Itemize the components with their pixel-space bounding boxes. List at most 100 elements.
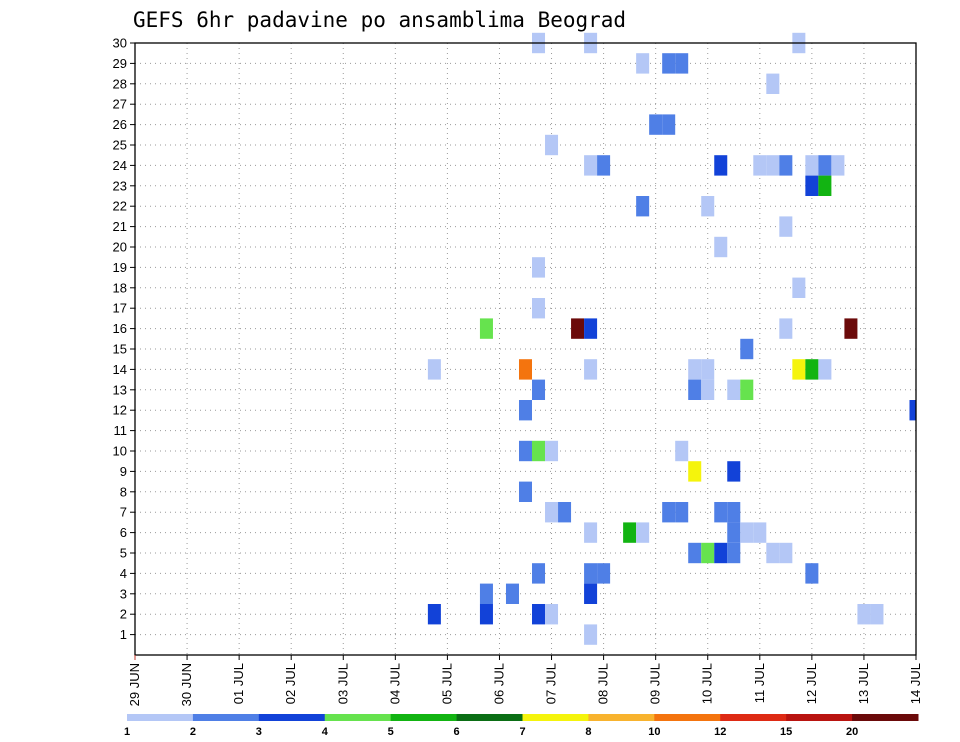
heatmap-cell <box>584 318 598 339</box>
heatmap-cell <box>623 522 637 543</box>
heatmap-cell <box>505 583 519 604</box>
y-tick-label: 2 <box>120 607 127 622</box>
colorbar-label: 15 <box>780 726 792 738</box>
y-tick-label: 30 <box>113 36 127 51</box>
colorbar-label: 12 <box>714 726 726 738</box>
y-tick-label: 28 <box>113 76 127 91</box>
heatmap-cell <box>532 379 546 400</box>
y-tick-label: 16 <box>113 321 127 336</box>
y-tick-label: 6 <box>120 525 127 540</box>
colorbar-label: 6 <box>454 726 460 738</box>
x-tick-label: 12 JUL <box>804 663 819 704</box>
heatmap-cell <box>727 379 741 400</box>
heatmap-cell <box>584 522 598 543</box>
heatmap-cell <box>584 359 598 380</box>
y-tick-label: 12 <box>113 403 127 418</box>
heatmap-cell <box>818 155 832 176</box>
x-tick-label: 29 JUN <box>127 663 142 706</box>
colorbar-swatch <box>258 714 326 721</box>
heatmap-cell <box>532 298 546 319</box>
heatmap-cell <box>701 196 715 217</box>
heatmap-cell <box>636 53 650 74</box>
heatmap-cell <box>688 542 702 564</box>
heatmap-cell <box>766 155 780 176</box>
heatmap-cell <box>636 196 650 217</box>
colorbar-label: 2 <box>190 726 196 738</box>
heatmap-cell <box>727 522 741 543</box>
heatmap-cell <box>532 604 546 625</box>
colorbar: 1 2 3 4 5 6 7 8 10 12 15 20 <box>124 714 919 738</box>
heatmap-cell <box>479 604 493 625</box>
heatmap-cell <box>753 522 767 543</box>
x-tick-label: 02 JUL <box>283 663 298 704</box>
heatmap-cell <box>857 604 871 625</box>
y-tick-label: 5 <box>120 546 127 561</box>
heatmap-cell <box>714 542 728 564</box>
x-tick-label: 03 JUL <box>335 663 350 704</box>
heatmap-cell <box>727 502 741 523</box>
heatmap-cell <box>740 379 754 400</box>
heatmap-cell <box>727 542 741 564</box>
heatmap-cells <box>427 32 916 645</box>
y-tick-label: 18 <box>113 280 127 295</box>
heatmap-cell <box>805 359 819 380</box>
colorbar-swatch <box>192 714 260 721</box>
y-tick-label: 21 <box>113 219 127 234</box>
y-tick-label: 13 <box>113 382 127 397</box>
x-tick-label: 09 JUL <box>648 663 663 704</box>
x-tick-label: 07 JUL <box>544 663 559 704</box>
colorbar-label: 5 <box>388 726 394 738</box>
heatmap-cell <box>675 53 689 74</box>
heatmap-cell <box>714 155 728 176</box>
colorbar-swatch <box>324 714 392 721</box>
heatmap-cell <box>662 53 676 74</box>
heatmap-cell <box>584 624 598 645</box>
heatmap-cell <box>740 338 754 360</box>
colorbar-swatch <box>786 714 853 721</box>
x-tick-label: 13 JUL <box>856 663 871 704</box>
heatmap-cell <box>584 583 598 604</box>
x-tick-label: 08 JUL <box>596 663 611 704</box>
heatmap-cell <box>636 522 650 543</box>
y-tick-label: 20 <box>113 240 127 255</box>
heatmap-cell <box>805 563 819 584</box>
x-tick-label: 01 JUL <box>231 663 246 704</box>
colorbar-label: 1 <box>124 726 130 738</box>
colorbar-swatch <box>456 714 523 721</box>
heatmap-cell <box>571 318 585 339</box>
heatmap-cell <box>532 440 546 462</box>
y-axis: 1234567891011121314151617181920212223242… <box>113 36 135 642</box>
heatmap-cell <box>805 155 819 176</box>
colorbar-swatch <box>720 714 787 721</box>
heatmap-cell <box>844 318 858 339</box>
heatmap-cell <box>779 542 793 564</box>
heatmap-cell <box>662 502 676 523</box>
heatmap-cell <box>518 400 533 421</box>
heatmap-cell <box>805 175 819 196</box>
x-tick-label: 06 JUL <box>491 663 506 704</box>
colorbar-label: 8 <box>585 726 591 738</box>
heatmap-cell <box>662 114 676 135</box>
heatmap-cell <box>584 155 598 176</box>
heatmap-cell <box>818 175 832 196</box>
y-tick-label: 22 <box>113 199 127 214</box>
heatmap-cell <box>545 604 559 625</box>
heatmap-cell <box>675 440 689 462</box>
heatmap-cell <box>779 318 793 339</box>
heatmap-cell <box>766 73 780 94</box>
heatmap-cell <box>597 563 611 584</box>
heatmap-cell <box>545 134 559 156</box>
heatmap-cell <box>597 155 611 176</box>
y-tick-label: 27 <box>113 97 127 112</box>
heatmap-cell <box>479 318 493 339</box>
heatmap-cell <box>479 583 493 604</box>
x-tick-label: 04 JUL <box>387 663 402 704</box>
colorbar-swatch <box>852 714 919 721</box>
heatmap-cell <box>701 542 715 564</box>
y-tick-label: 4 <box>120 566 127 581</box>
y-tick-label: 8 <box>120 484 127 499</box>
y-tick-label: 3 <box>120 586 127 601</box>
y-tick-label: 11 <box>114 423 128 438</box>
y-tick-label: 14 <box>113 362 127 377</box>
